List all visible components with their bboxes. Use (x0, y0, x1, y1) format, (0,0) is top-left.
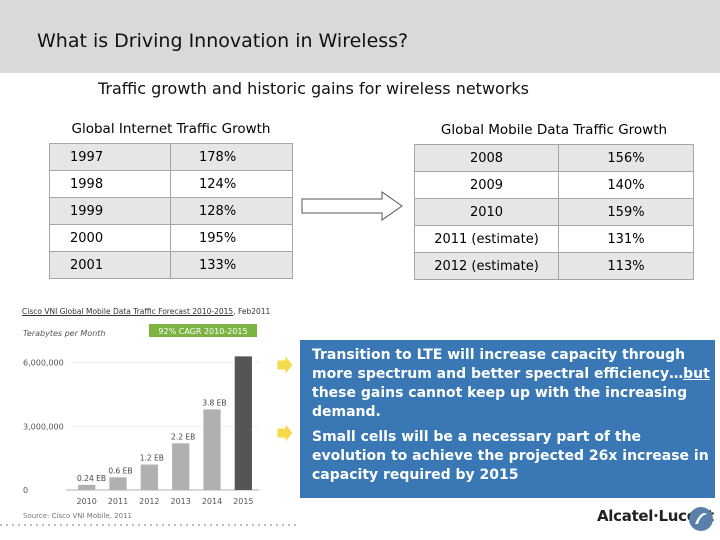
cagr-badge (149, 324, 257, 337)
bar (78, 484, 96, 490)
bar (109, 477, 127, 490)
bullet-arrow-icon (276, 422, 294, 444)
table-row: 2012 (estimate) 113% (414, 252, 694, 280)
x-tick-label: 2014 (202, 497, 222, 506)
table-row: 1997 178% (49, 143, 293, 171)
year-cell: 1997 (49, 143, 171, 171)
bullet-1-text-a: Transition to LTE will increase capacity… (312, 347, 686, 382)
traffic-chart-svg: Terabytes per Month 92% CAGR 2010-2015 6,0… (23, 324, 277, 520)
chart-source: Source: Cisco VNI Mobile, 2011 (23, 512, 132, 520)
cagr-badge-text: 92% CAGR 2010-2015 (158, 327, 247, 336)
right-arrow-icon (301, 191, 403, 221)
growth-cell: 195% (170, 224, 293, 252)
y-tick-label: 0 (23, 486, 28, 495)
x-tick-label: 2010 (76, 497, 96, 506)
title-bar (0, 0, 720, 73)
bar-data-label: 3.8 EB (202, 398, 226, 407)
source-link[interactable]: Cisco VNI Global Mobile Data Traffic For… (22, 307, 234, 316)
growth-cell: 113% (558, 252, 694, 280)
table-row: 2000 195% (49, 224, 293, 252)
bullet-1-emphasis: but (683, 366, 710, 382)
slide-title: What is Driving Innovation in Wireless? (37, 30, 409, 52)
callout-box (300, 340, 715, 498)
callout-bullet-1: Transition to LTE will increase capacity… (312, 346, 712, 422)
bar-data-label: 2.2 EB (171, 432, 195, 441)
y-tick-label: 6,000,000 (23, 359, 64, 368)
source-citation: Cisco VNI Global Mobile Data Traffic For… (22, 307, 270, 316)
table-row: 1999 128% (49, 197, 293, 225)
year-cell: 2010 (414, 198, 559, 226)
growth-cell: 133% (170, 251, 293, 279)
x-tick-label: 2012 (139, 497, 159, 506)
x-tick-label: 2013 (170, 497, 190, 506)
growth-cell: 124% (170, 170, 293, 198)
slide-subtitle: Traffic growth and historic gains for wi… (98, 79, 530, 98)
table-row: 1998 124% (49, 170, 293, 198)
bar (172, 443, 190, 490)
year-cell: 2011 (estimate) (414, 225, 559, 253)
bar-data-label: 1.2 EB (140, 454, 164, 463)
table-row: 2008 156% (414, 144, 694, 172)
callout-bullet-2: Small cells will be a necessary part of … (312, 429, 709, 483)
internet-traffic-table: Global Internet Traffic Growth 1997 178% … (49, 115, 293, 279)
footer-divider (0, 524, 300, 526)
growth-cell: 159% (558, 198, 694, 226)
growth-cell: 178% (170, 143, 293, 171)
bar-data-label: 6.3 EB (253, 359, 266, 368)
mobile-traffic-table: Global Mobile Data Traffic Growth 2008 15… (414, 116, 694, 280)
year-cell: 1998 (49, 170, 171, 198)
growth-cell: 131% (558, 225, 694, 253)
year-cell: 2012 (estimate) (414, 252, 559, 280)
bar (140, 464, 158, 490)
bar (203, 409, 221, 490)
bar (234, 356, 252, 490)
year-cell: 1999 (49, 197, 171, 225)
table-row: 2011 (estimate) 131% (414, 225, 694, 253)
x-tick-label: 2015 (233, 497, 253, 506)
bar-data-label: 0.24 EB (77, 474, 106, 483)
mobile-table-header: Global Mobile Data Traffic Growth (414, 116, 694, 145)
bar-data-label: 0.6 EB (108, 466, 132, 475)
table-row: 2009 140% (414, 171, 694, 199)
table-row: 2001 133% (49, 251, 293, 279)
table-row: 2010 159% (414, 198, 694, 226)
x-tick-label: 2011 (108, 497, 128, 506)
year-cell: 2009 (414, 171, 559, 199)
bullet-arrow-icon (276, 354, 294, 376)
year-cell: 2001 (49, 251, 171, 279)
company-logo-icon (689, 507, 713, 531)
growth-cell: 140% (558, 171, 694, 199)
company-logo-text: Alcatel·Lucent (597, 507, 714, 525)
traffic-chart: Terabytes per Month 92% CAGR 2010-2015 6,0… (21, 322, 277, 522)
chart-ylabel: Terabytes per Month (23, 329, 106, 338)
year-cell: 2000 (49, 224, 171, 252)
growth-cell: 156% (558, 144, 694, 172)
year-cell: 2008 (414, 144, 559, 172)
internet-table-header: Global Internet Traffic Growth (49, 115, 293, 144)
y-tick-label: 3,000,000 (23, 422, 64, 431)
source-suffix: , Feb2011 (233, 307, 271, 316)
growth-cell: 128% (170, 197, 293, 225)
bullet-1-text-b: these gains cannot keep up with the incr… (312, 385, 688, 420)
